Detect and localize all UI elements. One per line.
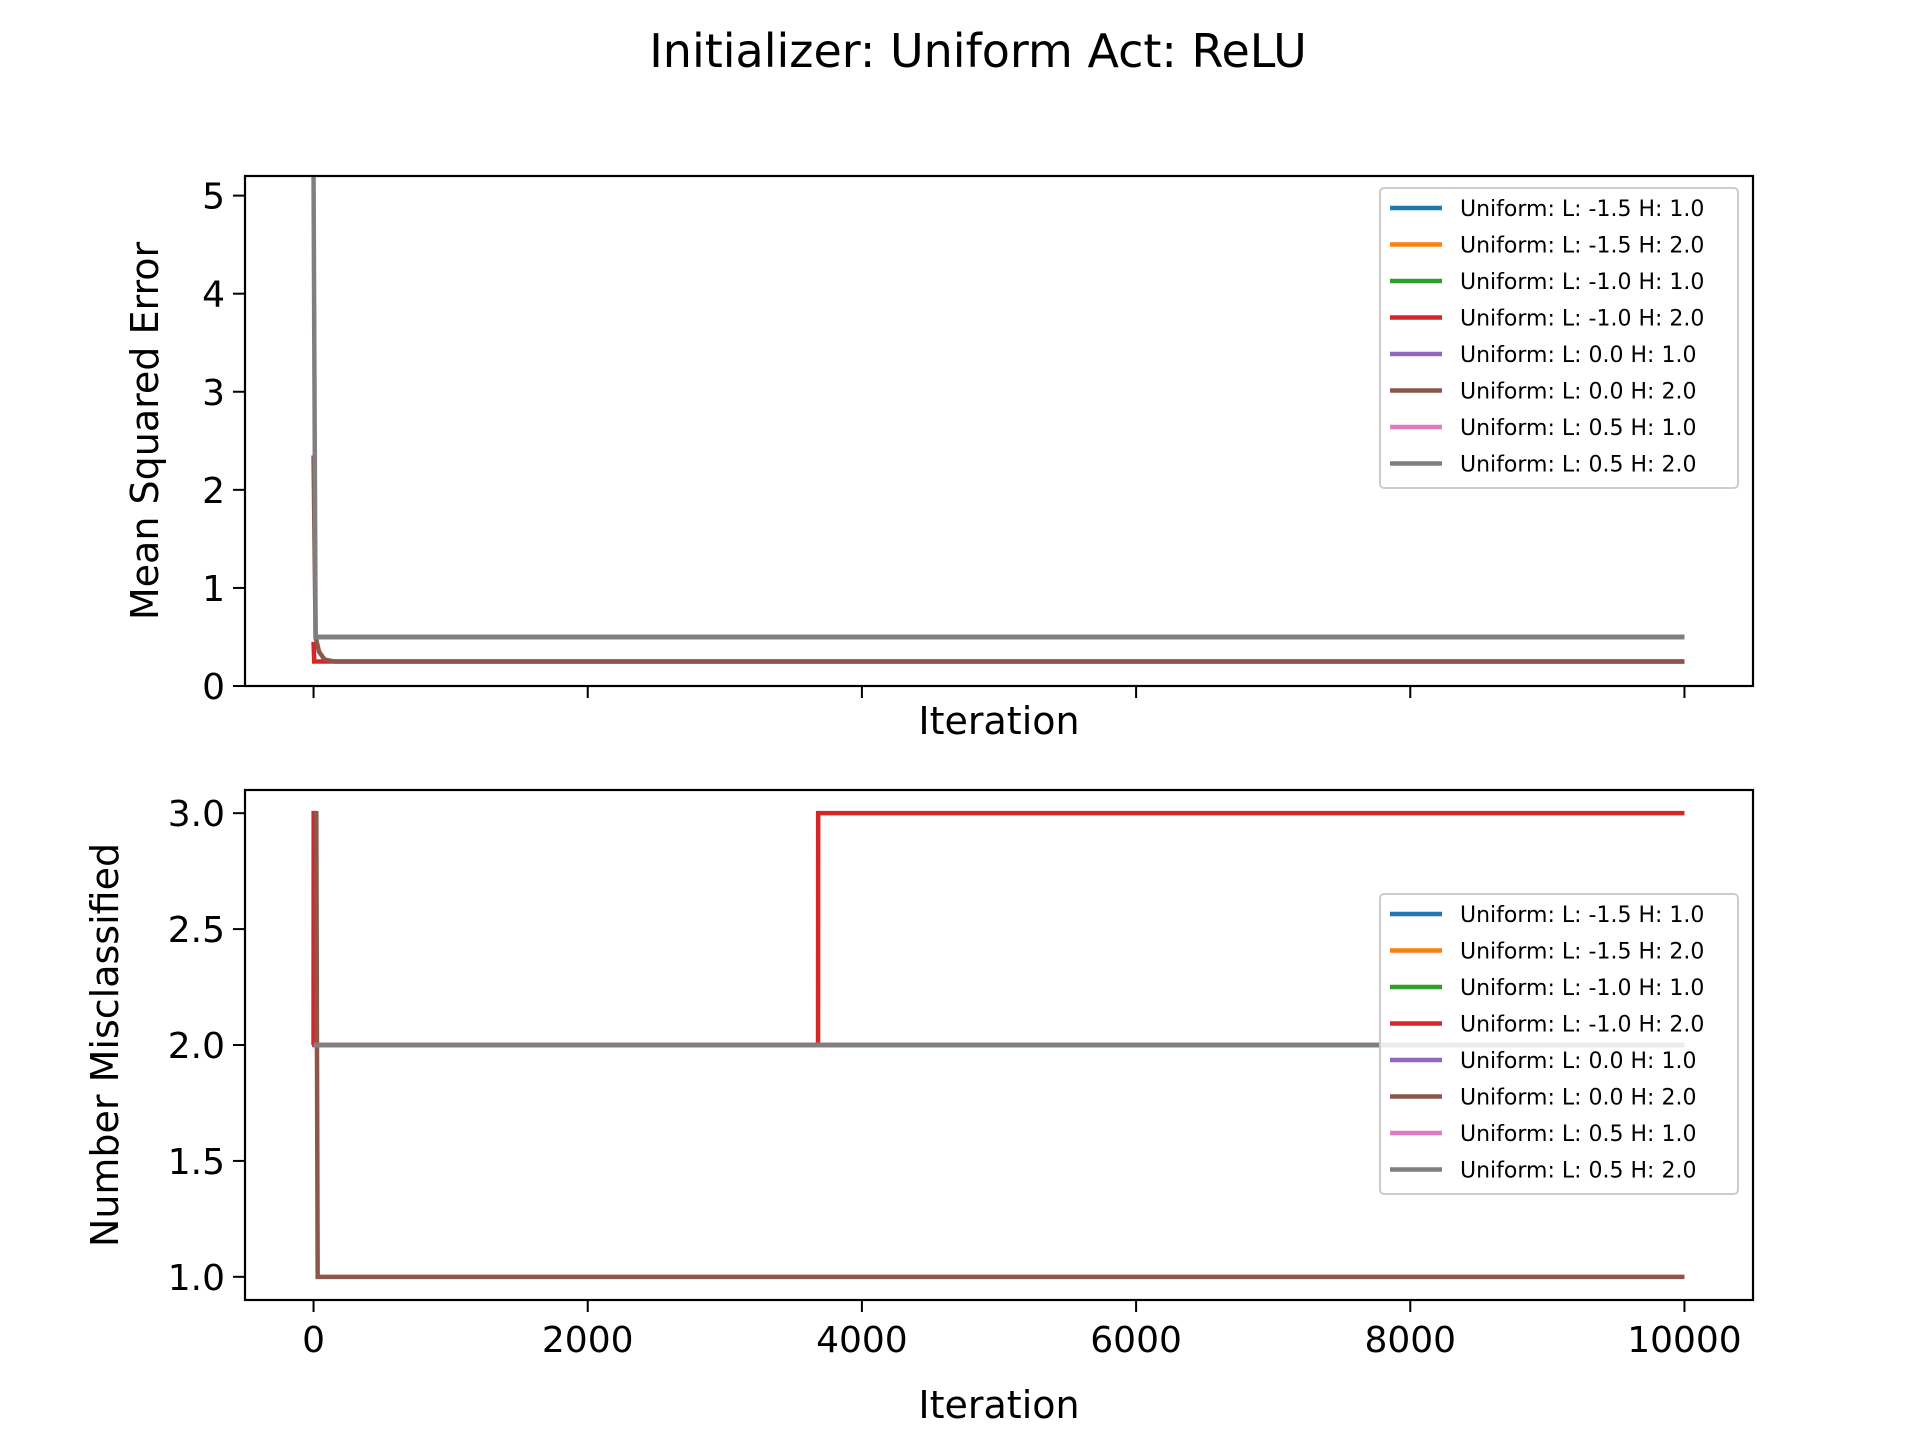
y-axis-label: Number Misclassified: [83, 843, 127, 1247]
series-line-8: [311, 176, 1685, 640]
x-tick-label: 8000: [1364, 1320, 1456, 1361]
x-tick-label: 10000: [1627, 1320, 1742, 1361]
y-tick-label: 2.5: [168, 910, 225, 951]
x-tick-label: 6000: [1090, 1320, 1182, 1361]
legend-entry: Uniform: L: -1.5 H: 2.0: [1460, 940, 1704, 965]
y-tick-label: 2.0: [168, 1026, 225, 1067]
figure-title: Initializer: Uniform Act: ReLU: [649, 24, 1307, 78]
legend-entry: Uniform: L: 0.5 H: 1.0: [1460, 1122, 1696, 1147]
legend-entry: Uniform: L: 0.5 H: 1.0: [1460, 416, 1696, 441]
x-tick-label: 2000: [542, 1320, 634, 1361]
legend-entry: Uniform: L: 0.5 H: 2.0: [1460, 1159, 1696, 1184]
y-tick-label: 3: [202, 373, 225, 414]
y-tick-label: 1.0: [168, 1258, 225, 1299]
legend-entry: Uniform: L: 0.0 H: 1.0: [1460, 343, 1696, 368]
legend-entry: Uniform: L: -1.5 H: 1.0: [1460, 903, 1704, 928]
legend-entry: Uniform: L: 0.5 H: 2.0: [1460, 453, 1696, 478]
panel-1: 0 1 2 3 4 5 Iteration Mean Squared Error Uniform…: [123, 174, 1755, 743]
legend: Uniform: L: -1.5 H: 1.0 Uniform: L: -1.5 …: [1379, 187, 1739, 489]
panel-2: 0 2000 4000 6000 8000 10000 1.0 1.5 2.0 2.5 3.0 Ite…: [83, 788, 1755, 1427]
x-axis-label: Iteration: [918, 1383, 1079, 1427]
y-axis-label: Mean Squared Error: [123, 242, 167, 621]
y-tick-label: 1: [202, 569, 225, 610]
legend: Uniform: L: -1.5 H: 1.0 Uniform: L: -1.5 …: [1379, 893, 1739, 1195]
x-tick-label: 4000: [816, 1320, 908, 1361]
x-tick-label: 0: [302, 1320, 325, 1361]
legend-entry: Uniform: L: -1.0 H: 2.0: [1460, 307, 1704, 332]
legend-entry: Uniform: L: -1.0 H: 1.0: [1460, 270, 1704, 295]
legend-box: [1379, 893, 1739, 1195]
legend-entry: Uniform: L: 0.0 H: 2.0: [1460, 380, 1696, 405]
legend-entry: Uniform: L: -1.0 H: 2.0: [1460, 1013, 1704, 1038]
x-axis-label: Iteration: [918, 699, 1079, 743]
legend-entry: Uniform: L: 0.0 H: 2.0: [1460, 1086, 1696, 1111]
legend-entry: Uniform: L: -1.0 H: 1.0: [1460, 976, 1704, 1001]
y-tick-label: 3.0: [168, 794, 225, 835]
y-tick-label: 4: [202, 275, 225, 316]
legend-box: [1379, 187, 1739, 489]
legend-entry: Uniform: L: -1.5 H: 2.0: [1460, 234, 1704, 259]
panels: 0 1 2 3 4 5 Iteration Mean Squared Error Uniform…: [83, 174, 1755, 1427]
legend-entry: Uniform: L: 0.0 H: 1.0: [1460, 1049, 1696, 1074]
axes-frame: [243, 174, 1755, 688]
y-tick-label: 0: [202, 667, 225, 708]
y-tick-label: 5: [202, 177, 225, 218]
legend-entry: Uniform: L: -1.5 H: 1.0: [1460, 197, 1704, 222]
series-group: [311, 176, 1685, 664]
y-tick-label: 2: [202, 471, 225, 512]
y-tick-label: 1.5: [168, 1142, 225, 1183]
